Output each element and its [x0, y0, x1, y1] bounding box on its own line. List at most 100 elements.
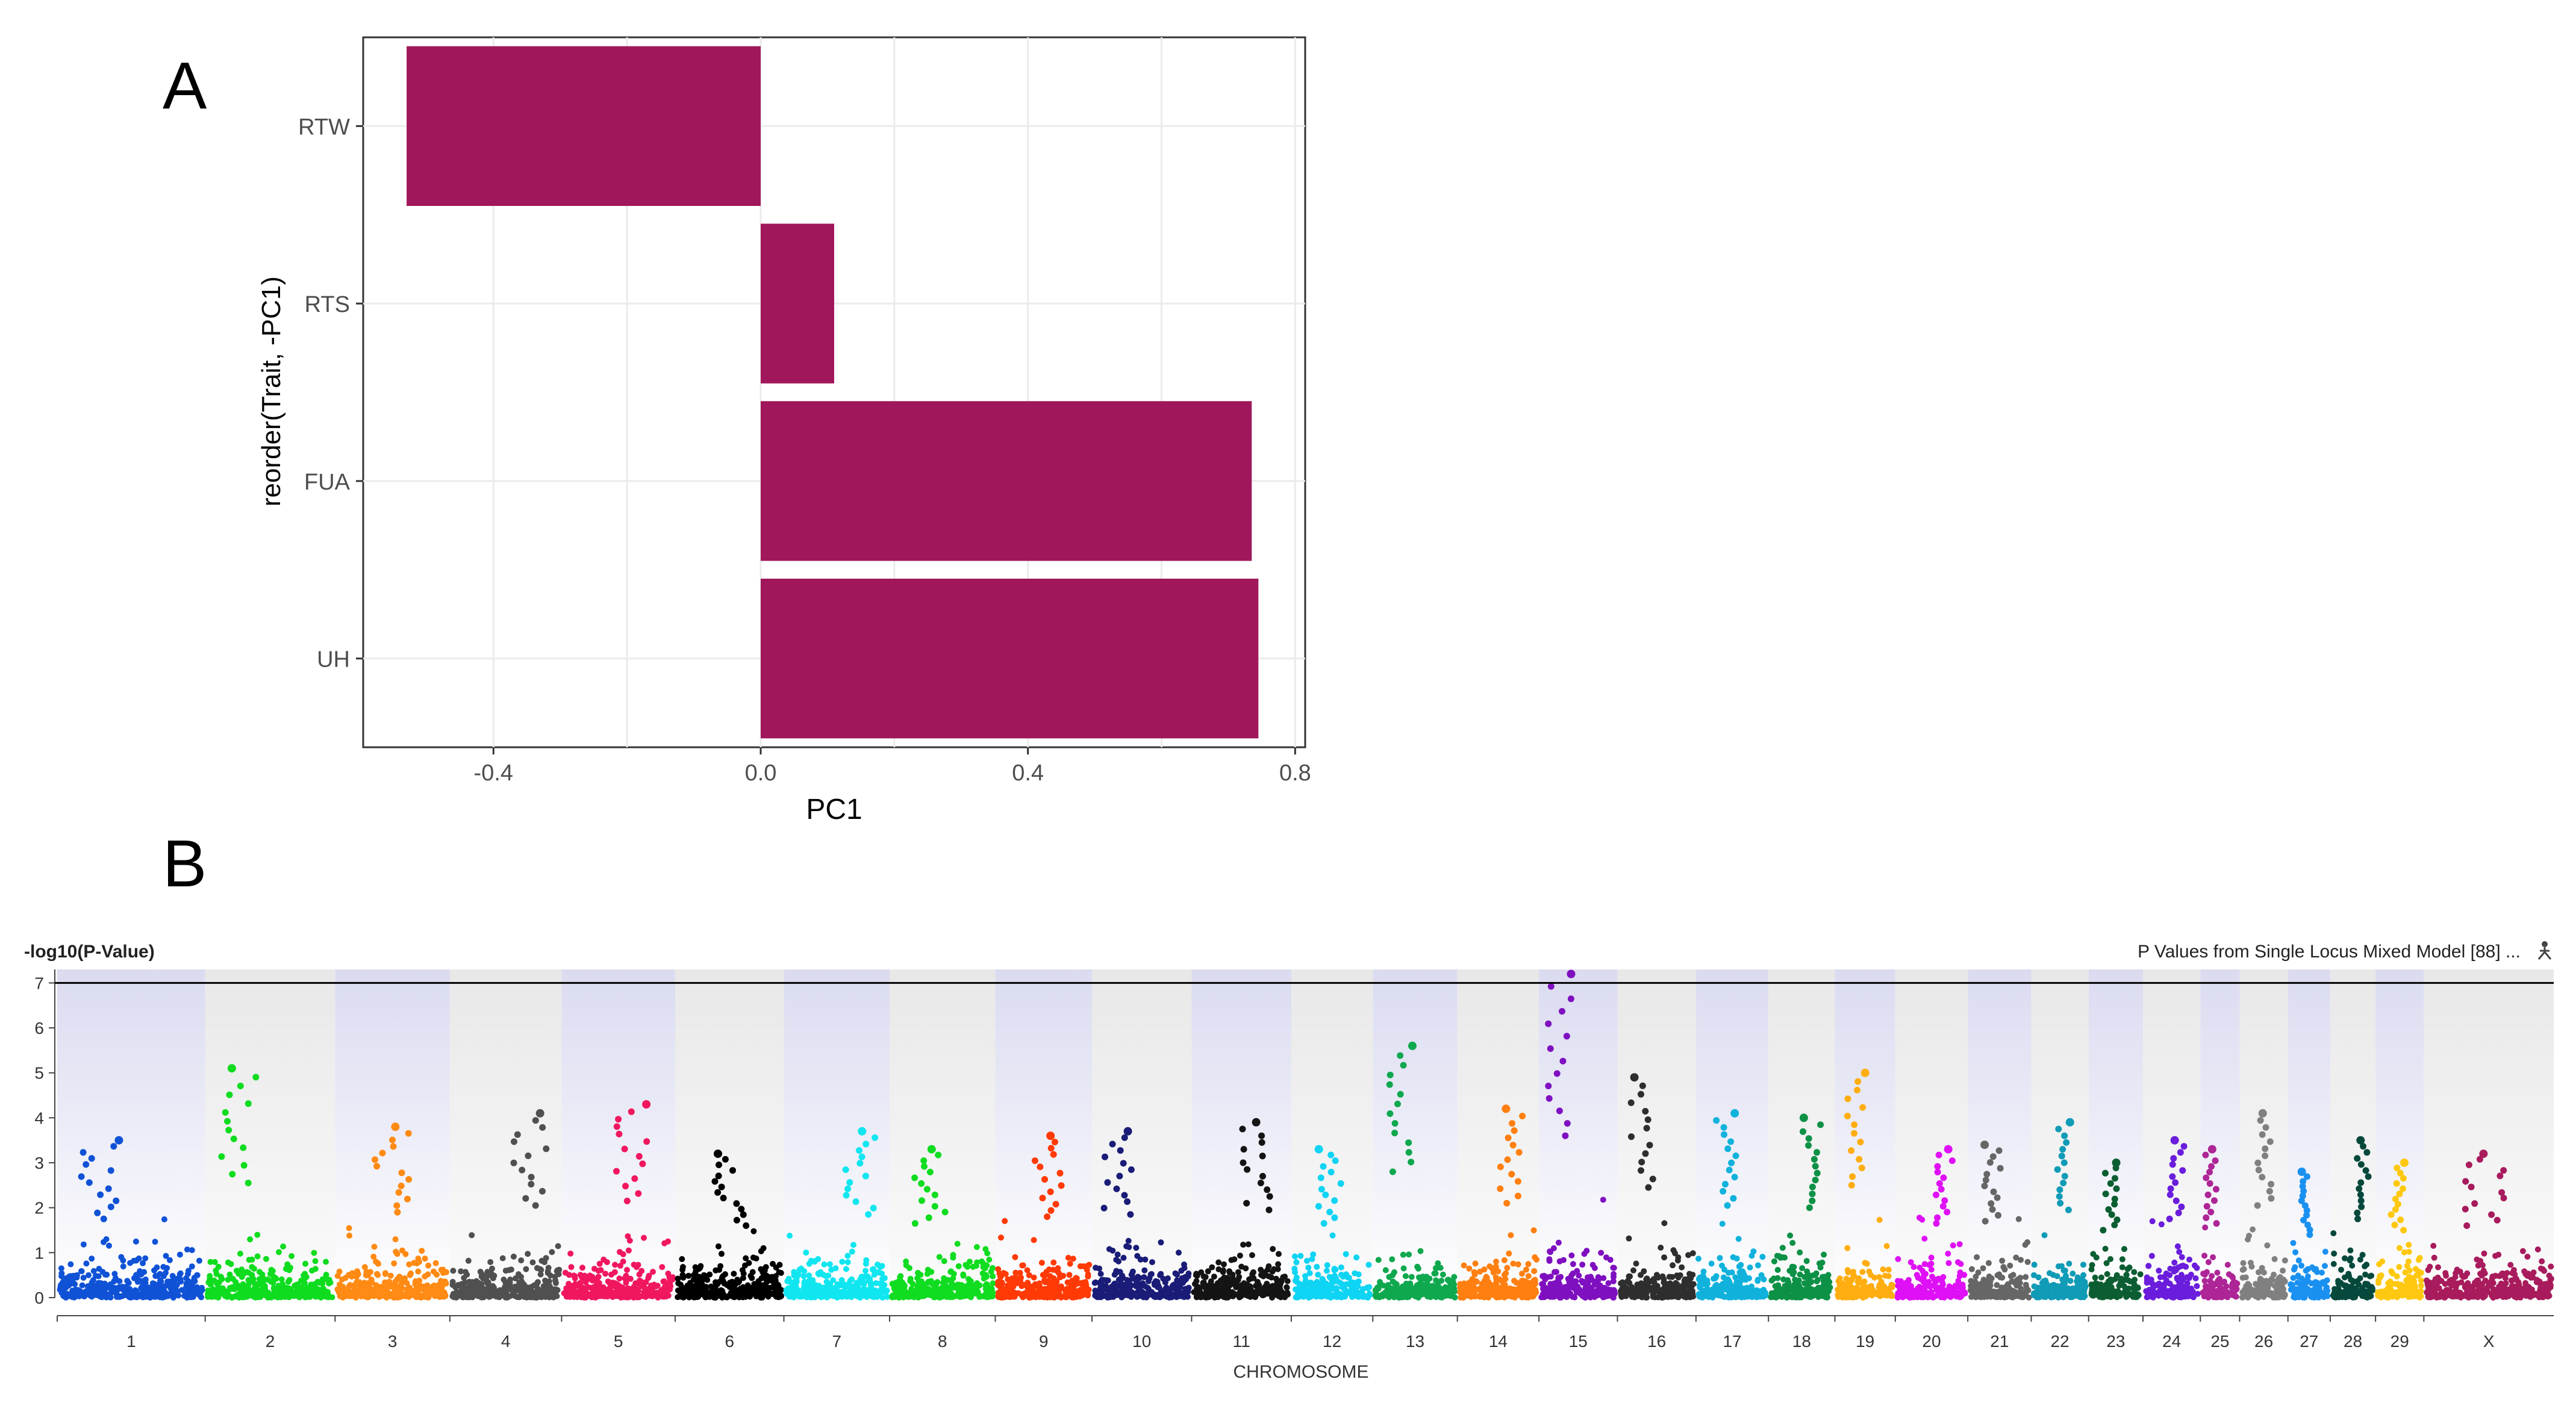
snp-point	[1193, 1272, 1199, 1278]
snp-point	[643, 1138, 650, 1145]
snp-point	[1400, 1251, 1406, 1258]
snp-point	[1196, 1293, 1203, 1300]
snp-point	[489, 1265, 495, 1272]
snp-point	[170, 1285, 177, 1292]
snp-point	[346, 1225, 352, 1231]
snp-point	[1047, 1188, 1054, 1195]
snp-point	[964, 1263, 971, 1270]
chromosome-band-29	[2375, 969, 2424, 1298]
snp-point	[729, 1291, 736, 1298]
snp-point	[1720, 1124, 1727, 1131]
snp-point	[1514, 1178, 1521, 1185]
chromosome-points-3	[334, 1122, 449, 1301]
snp-point	[1618, 1280, 1624, 1287]
snp-point	[1038, 1260, 1045, 1266]
snp-point	[334, 1286, 341, 1293]
snp-point	[532, 1117, 539, 1124]
snp-point	[419, 1248, 425, 1254]
snp-point	[1386, 1274, 1392, 1280]
snp-point	[1508, 1232, 1514, 1239]
snp-point	[1771, 1258, 1777, 1264]
chromosome-band-7	[784, 969, 890, 1298]
snp-point	[1585, 1274, 1591, 1281]
snp-point	[1451, 1281, 1458, 1288]
snp-point	[1297, 1252, 1304, 1259]
snp-point	[95, 1280, 102, 1286]
snp-point	[1264, 1282, 1271, 1289]
snp-point	[1249, 1252, 1255, 1258]
snp-point	[80, 1241, 87, 1248]
snp-point	[1447, 1292, 1454, 1298]
snp-point	[519, 1166, 526, 1174]
snp-point	[233, 1268, 240, 1274]
snp-point	[1165, 1275, 1171, 1281]
snp-point	[1257, 1180, 1264, 1187]
snp-point	[171, 1292, 178, 1299]
snp-point	[734, 1277, 741, 1283]
snp-point	[450, 1268, 457, 1274]
snp-point	[256, 1269, 263, 1275]
snp-point	[622, 1275, 628, 1281]
snp-point	[920, 1293, 927, 1299]
snp-point	[325, 1277, 331, 1283]
snp-point	[371, 1243, 378, 1250]
snp-point	[429, 1289, 435, 1295]
snp-point	[1258, 1139, 1265, 1146]
snp-point	[312, 1284, 319, 1290]
chromosome-band-19	[1835, 969, 1895, 1298]
snp-point	[1481, 1266, 1488, 1273]
snp-point	[151, 1281, 157, 1287]
snp-point	[285, 1278, 292, 1285]
snp-point	[164, 1264, 170, 1271]
snp-point	[865, 1211, 872, 1218]
snp-point	[803, 1249, 809, 1256]
snp-point	[1116, 1290, 1123, 1296]
snp-point	[760, 1245, 767, 1251]
snp-point	[616, 1130, 623, 1137]
snp-point	[108, 1285, 114, 1292]
snp-point	[469, 1284, 475, 1290]
snp-point	[766, 1278, 772, 1284]
chromosome-band-9	[995, 969, 1092, 1298]
snp-point	[243, 1269, 250, 1275]
snp-point	[1653, 1272, 1660, 1278]
snp-point	[120, 1257, 126, 1264]
snp-point	[1603, 1254, 1609, 1261]
snp-point	[1521, 1283, 1528, 1290]
snp-point	[395, 1189, 402, 1196]
snp-point	[152, 1290, 159, 1296]
snp-point	[1697, 1283, 1703, 1290]
snp-point	[715, 1172, 722, 1180]
snp-point	[941, 1258, 947, 1264]
snp-point	[1039, 1195, 1046, 1202]
snp-point	[931, 1283, 937, 1289]
snp-point	[1331, 1214, 1338, 1221]
snp-point	[1136, 1290, 1143, 1296]
chromosome-band-17	[1695, 969, 1769, 1298]
y-tick-label: RTW	[298, 114, 350, 140]
snp-point	[861, 1292, 867, 1299]
snp-point	[1782, 1283, 1788, 1289]
snp-point	[1493, 1258, 1499, 1265]
snp-point	[662, 1293, 669, 1299]
snp-point	[844, 1259, 851, 1266]
snp-point	[543, 1145, 550, 1152]
snp-point	[1595, 1277, 1601, 1283]
snp-point	[99, 1289, 105, 1295]
snp-point	[718, 1183, 725, 1190]
snp-point	[1056, 1169, 1064, 1177]
snp-point	[1342, 1287, 1349, 1293]
snp-point	[1235, 1269, 1241, 1275]
snp-point	[1315, 1202, 1322, 1210]
snp-point	[1758, 1272, 1765, 1278]
snp-point	[72, 1292, 79, 1298]
snp-point	[1471, 1284, 1477, 1290]
snp-point	[1389, 1256, 1396, 1263]
snp-point	[925, 1214, 932, 1221]
snp-point	[801, 1280, 808, 1287]
snp-point	[488, 1286, 495, 1293]
snp-point	[195, 1291, 202, 1298]
snp-point	[1397, 1052, 1404, 1059]
snp-point	[1327, 1169, 1335, 1175]
snp-point	[923, 1186, 931, 1193]
